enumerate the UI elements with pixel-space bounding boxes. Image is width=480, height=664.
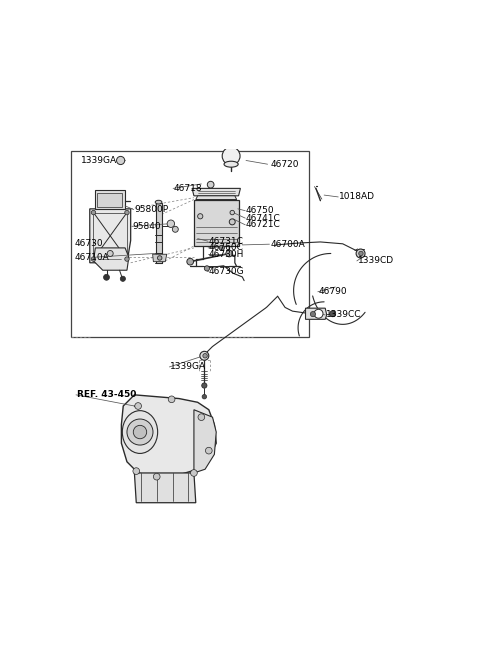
Circle shape — [359, 251, 363, 256]
Bar — [71, 151, 309, 337]
Circle shape — [202, 394, 206, 399]
Polygon shape — [90, 209, 131, 263]
Text: 1018AD: 1018AD — [339, 193, 375, 201]
Circle shape — [187, 258, 193, 265]
Circle shape — [172, 226, 178, 232]
Polygon shape — [192, 189, 240, 196]
Circle shape — [117, 157, 125, 165]
Text: 95840: 95840 — [132, 222, 161, 231]
Text: 1339GA: 1339GA — [170, 363, 206, 371]
Circle shape — [314, 309, 323, 318]
Circle shape — [219, 245, 225, 250]
Circle shape — [135, 402, 142, 409]
Text: 1339GA: 1339GA — [81, 156, 117, 165]
Text: 46720: 46720 — [270, 160, 299, 169]
Text: 46710A: 46710A — [74, 253, 109, 262]
Circle shape — [226, 250, 233, 257]
Text: 46731C: 46731C — [209, 236, 244, 246]
Text: REF. 43-450: REF. 43-450 — [77, 390, 136, 399]
Text: 95800P: 95800P — [134, 205, 168, 214]
Bar — [94, 212, 127, 259]
Circle shape — [167, 220, 175, 228]
Polygon shape — [305, 308, 327, 319]
Circle shape — [222, 147, 240, 165]
Circle shape — [168, 396, 175, 402]
Text: 46730G: 46730G — [209, 267, 244, 276]
Ellipse shape — [122, 410, 157, 454]
Polygon shape — [194, 200, 239, 246]
Polygon shape — [94, 248, 129, 270]
Polygon shape — [153, 254, 167, 262]
Text: 1339CD: 1339CD — [358, 256, 394, 266]
Polygon shape — [194, 410, 216, 473]
Circle shape — [330, 311, 336, 317]
Text: 46741C: 46741C — [246, 214, 281, 222]
Text: 46790: 46790 — [319, 288, 347, 296]
Ellipse shape — [155, 201, 162, 204]
Circle shape — [205, 448, 212, 454]
Polygon shape — [121, 395, 216, 477]
Circle shape — [91, 210, 96, 214]
Bar — [97, 193, 122, 207]
Circle shape — [127, 419, 153, 445]
Circle shape — [202, 383, 207, 388]
Circle shape — [230, 210, 234, 214]
Circle shape — [204, 266, 210, 271]
Circle shape — [104, 274, 109, 280]
Circle shape — [203, 353, 207, 358]
Text: 46700A: 46700A — [270, 240, 305, 249]
Polygon shape — [196, 196, 237, 200]
Circle shape — [207, 181, 214, 188]
Circle shape — [198, 414, 204, 420]
Circle shape — [133, 426, 147, 439]
Text: 1339CC: 1339CC — [326, 310, 361, 319]
Text: 46730H: 46730H — [209, 250, 244, 259]
Text: 46730: 46730 — [74, 238, 103, 248]
Text: 46760C: 46760C — [209, 244, 244, 252]
Text: 46750: 46750 — [246, 207, 275, 215]
Circle shape — [107, 250, 113, 256]
Polygon shape — [134, 473, 196, 503]
Circle shape — [120, 276, 125, 282]
Circle shape — [229, 219, 235, 225]
Circle shape — [311, 311, 315, 317]
Circle shape — [200, 351, 209, 361]
Polygon shape — [156, 203, 162, 263]
Circle shape — [191, 469, 197, 476]
Ellipse shape — [224, 161, 238, 167]
Circle shape — [133, 467, 140, 475]
Circle shape — [356, 249, 365, 258]
Polygon shape — [96, 191, 125, 209]
Text: 46721C: 46721C — [246, 220, 281, 229]
Circle shape — [154, 473, 160, 480]
Circle shape — [91, 257, 96, 262]
Circle shape — [125, 257, 129, 262]
Text: 46718: 46718 — [173, 184, 202, 193]
Circle shape — [198, 214, 203, 219]
Circle shape — [125, 210, 129, 214]
Circle shape — [157, 256, 162, 260]
